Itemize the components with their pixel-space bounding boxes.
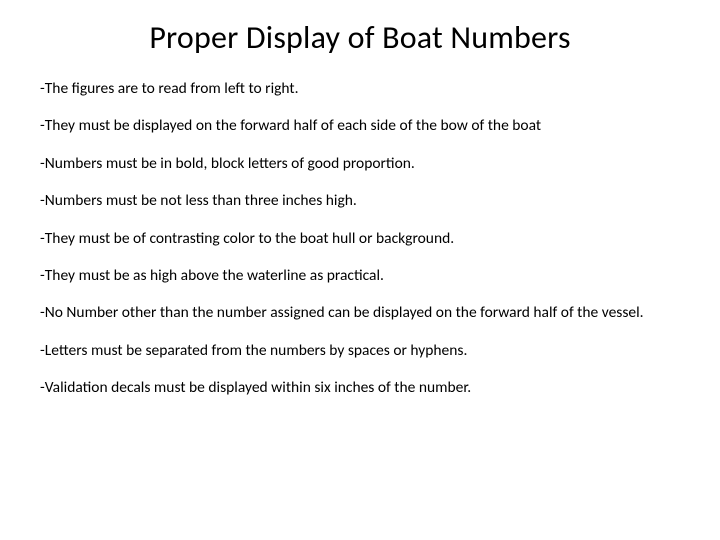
bullet-item: -They must be as high above the waterlin… [40, 266, 680, 285]
slide-title: Proper Display of Boat Numbers [40, 18, 680, 57]
bullet-list: -The figures are to read from left to ri… [40, 79, 680, 397]
slide-container: Proper Display of Boat Numbers -The figu… [0, 0, 720, 540]
bullet-item: -No Number other than the number assigne… [40, 303, 680, 322]
bullet-item: -Numbers must be in bold, block letters … [40, 154, 680, 173]
bullet-item: -Letters must be separated from the numb… [40, 341, 680, 360]
bullet-item: -Validation decals must be displayed wit… [40, 378, 680, 397]
bullet-item: -The figures are to read from left to ri… [40, 79, 680, 98]
bullet-item: -Numbers must be not less than three inc… [40, 191, 680, 210]
bullet-item: -They must be displayed on the forward h… [40, 116, 680, 135]
bullet-item: -They must be of contrasting color to th… [40, 229, 680, 248]
